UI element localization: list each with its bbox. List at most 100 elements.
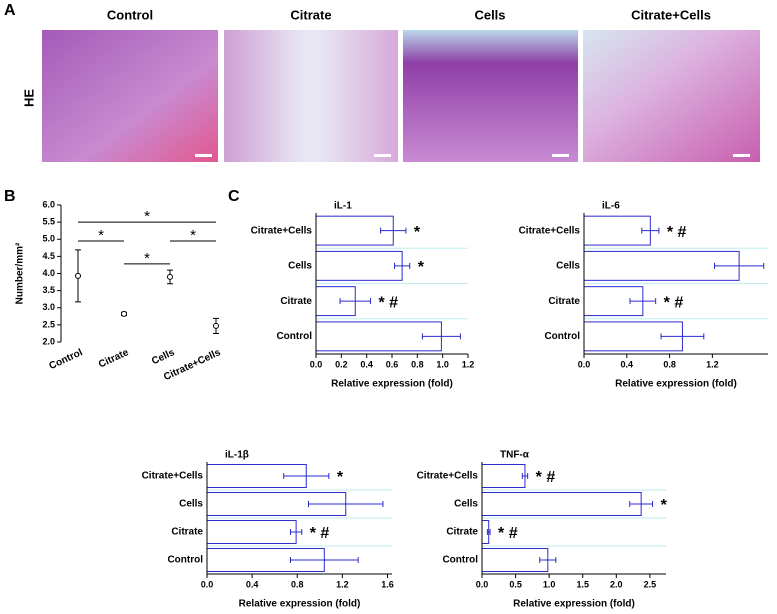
x-tick-label: 0.4 <box>360 359 373 369</box>
x-tick-label: 0.0 <box>201 579 214 589</box>
y-tick-label: 5.0 <box>42 234 55 244</box>
error-bar <box>629 298 657 305</box>
significance-label: * <box>337 469 344 486</box>
significance-label: * <box>190 227 196 244</box>
y-tick-label: Control <box>544 331 580 342</box>
significance-label: * # <box>310 525 330 542</box>
he-image <box>42 30 218 162</box>
x-tick-label: 0.4 <box>621 359 634 369</box>
x-tick-label: 2.0 <box>610 579 623 589</box>
he-images <box>42 30 760 162</box>
x-axis-label: Relative expression (fold) <box>331 379 453 390</box>
bar <box>206 520 297 544</box>
y-tick-label: 6.0 <box>42 199 55 209</box>
x-tick-label: 0.0 <box>310 359 323 369</box>
x-tick-label: 0.6 <box>386 359 399 369</box>
x-tick-label: Cells <box>150 347 177 367</box>
bar <box>583 250 740 281</box>
y-tick-label: Cells <box>556 261 580 272</box>
significance-label: * # <box>664 294 684 311</box>
bar <box>481 492 642 516</box>
error-bar <box>521 473 529 479</box>
x-axis-label: Relative expression (fold) <box>239 599 361 610</box>
bar <box>583 215 651 246</box>
error-bar <box>421 333 461 340</box>
panel-label: A <box>4 2 16 19</box>
error-bar <box>283 473 330 479</box>
error-bar <box>289 557 359 563</box>
x-axis-label: Relative expression (fold) <box>615 379 737 390</box>
chart-title: iL-1 <box>334 201 352 212</box>
chart-title: iL-1β <box>225 450 249 461</box>
error-bar <box>660 333 705 340</box>
error-bar <box>539 557 557 563</box>
significance-label: * <box>98 227 104 244</box>
y-tick-label: Cells <box>454 499 478 510</box>
y-tick-label: 4.0 <box>42 268 55 278</box>
error-bar <box>641 227 660 234</box>
x-tick-label: 1.0 <box>436 359 449 369</box>
x-tick-label: 1.6 <box>381 579 394 589</box>
bar <box>315 250 403 281</box>
x-tick-label: 1.5 <box>576 579 589 589</box>
he-image <box>583 30 760 162</box>
x-tick-label: 1.2 <box>706 359 719 369</box>
x-tick-label: 1.2 <box>462 359 475 369</box>
x-tick-label: 0.0 <box>578 359 591 369</box>
panel-label: B <box>4 188 16 205</box>
error-bar <box>394 262 411 269</box>
significance-label: * <box>144 250 150 267</box>
bar <box>315 321 442 352</box>
y-tick-label: Citrate+Cells <box>417 471 479 482</box>
he-image <box>403 30 578 162</box>
column-title: Control <box>107 7 153 22</box>
error-bar <box>380 227 407 234</box>
data-point <box>213 322 219 329</box>
error-bar <box>629 501 654 507</box>
row-label: HE <box>21 89 36 107</box>
x-tick-label: 0.4 <box>246 579 259 589</box>
error-bar <box>486 529 491 535</box>
y-tick-label: Citrate <box>446 527 478 538</box>
error-bar <box>339 298 371 305</box>
y-tick-label: 5.5 <box>42 217 55 227</box>
bar <box>481 548 549 572</box>
error-bar <box>289 529 303 535</box>
y-axis-label: Number/mm² <box>15 242 26 304</box>
scale-bar <box>552 154 569 157</box>
scale-bar <box>733 154 750 157</box>
x-tick-label: 1.0 <box>543 579 556 589</box>
y-tick-label: Control <box>442 555 478 566</box>
y-tick-label: Control <box>276 331 312 342</box>
y-tick-label: Citrate <box>280 296 312 307</box>
significance-label: * # <box>667 224 687 241</box>
chart-title: TNF-α <box>500 450 530 461</box>
he-image <box>224 30 398 162</box>
error-bar <box>308 501 384 507</box>
data-point <box>75 272 81 279</box>
scale-bar <box>195 154 212 157</box>
x-tick-label: 2.5 <box>644 579 657 589</box>
x-tick-label: 0.5 <box>509 579 522 589</box>
y-tick-label: Cells <box>288 261 312 272</box>
significance-label: * <box>414 224 421 241</box>
column-title: Citrate <box>290 7 331 22</box>
x-tick-label: 0.0 <box>476 579 489 589</box>
significance-label: * <box>661 497 668 514</box>
bar <box>481 464 526 488</box>
x-tick-label: 1.2 <box>336 579 349 589</box>
y-tick-label: 4.5 <box>42 251 55 261</box>
x-tick-label: 0.2 <box>335 359 348 369</box>
y-tick-label: Citrate <box>548 296 580 307</box>
y-tick-label: 2.5 <box>42 319 55 329</box>
column-title: Cells <box>474 7 505 22</box>
significance-label: * # <box>378 294 398 311</box>
y-tick-label: Citrate+Cells <box>251 225 313 236</box>
error-bar <box>714 262 765 269</box>
y-tick-label: Citrate <box>171 527 203 538</box>
x-tick-label: 0.8 <box>411 359 424 369</box>
significance-label: * <box>418 259 425 276</box>
y-tick-label: Citrate+Cells <box>142 471 204 482</box>
significance-label: * # <box>498 525 518 542</box>
significance-label: * <box>144 208 150 225</box>
